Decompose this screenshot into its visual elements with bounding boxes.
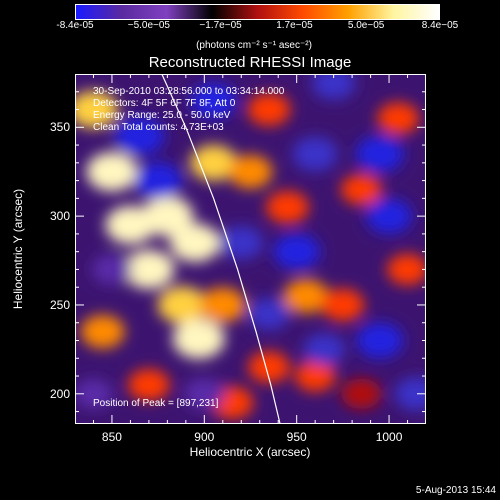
detectors-annotation: Detectors: 4F 5F 6F 7F 8F, Att 0 <box>93 98 236 109</box>
negative-blob <box>311 74 356 100</box>
solar-limb-curve <box>161 74 281 424</box>
negative-blob <box>134 162 183 199</box>
negative-blob <box>114 116 165 156</box>
y-tick-label: 250 <box>49 297 70 312</box>
colorbar-tick-label: 8.4e−05 <box>421 20 459 31</box>
negative-blob <box>355 135 404 173</box>
negative-blob <box>273 233 321 270</box>
peak-position-label: Position of Peak = [897,231] <box>93 398 219 409</box>
heatmap-svg <box>75 74 426 424</box>
colorbar-tick-label: −1.7e−05 <box>199 20 242 31</box>
date-stamp: 5-Aug-2013 15:44 <box>415 485 496 496</box>
x-tick-label: 1000 <box>375 430 403 444</box>
colorbar-tick-labels: -8.4e-05 −5.0e−05 −1.7e−05 1.7e−05 5.0e−05 8.… <box>0 20 500 36</box>
emission-blob <box>321 288 365 322</box>
y-tick-label: 350 <box>49 120 70 135</box>
colorbar-unit-label: (photons cm⁻² s⁻¹ asec⁻²) <box>196 40 312 51</box>
emission-blob <box>127 368 170 401</box>
emission-blob <box>228 154 273 189</box>
colorbar-tick-label: −5.0e−05 <box>127 20 170 31</box>
colorbar-tick-label: 1.7e−05 <box>276 20 313 31</box>
plot-frame <box>75 74 426 424</box>
clean-counts-annotation: Clean Total counts: 4.73E+03 <box>93 122 224 133</box>
emission-blob <box>123 249 175 290</box>
negative-blob <box>303 333 346 366</box>
emission-blob <box>377 102 420 135</box>
emission-blob <box>294 360 336 392</box>
emission-blob <box>172 318 225 359</box>
intensity-blobs <box>75 74 426 420</box>
emission-blob <box>341 378 382 409</box>
colorbar-tick-label: 5.0e−05 <box>347 20 385 31</box>
y-tick-label: 200 <box>49 386 70 401</box>
plot-area: 30-Sep-2010 03:28:56.000 to 03:34:14.000… <box>75 74 426 424</box>
x-axis-label: Heliocentric X (arcsec) <box>189 445 311 459</box>
emission-blob <box>387 253 426 286</box>
negative-blob <box>219 225 264 260</box>
emission-blob <box>170 223 221 262</box>
emission-blob <box>157 286 207 324</box>
y-tick-label: 300 <box>49 209 70 224</box>
negative-blob <box>183 378 225 410</box>
negative-blob <box>366 198 413 234</box>
y-axis-label: Heliocentric Y (arcsec) <box>11 188 25 310</box>
negative-blob <box>394 377 426 411</box>
emission-blob <box>247 351 290 384</box>
emission-blob <box>190 144 238 181</box>
energy-range-annotation: Energy Range: 25.0 - 50.0 keV <box>93 110 231 121</box>
colorbar-tick-label: -8.4e-05 <box>56 20 94 31</box>
emission-blob <box>340 173 382 206</box>
x-tick-label: 900 <box>194 430 215 444</box>
negative-blob <box>91 254 132 285</box>
emission-blob <box>80 314 125 349</box>
negative-blob <box>292 136 338 172</box>
emission-blob <box>141 196 194 237</box>
emission-blob <box>283 278 329 314</box>
x-tick-label: 850 <box>101 430 122 444</box>
colorbar <box>75 4 440 20</box>
chart-title: Reconstructed RHESSI Image <box>148 54 352 71</box>
negative-blob <box>247 297 290 330</box>
emission-blob <box>265 190 309 224</box>
negative-blob <box>190 83 237 119</box>
emission-blob <box>75 90 118 129</box>
emission-blob <box>86 152 138 192</box>
negative-blob <box>75 379 113 409</box>
time-range-annotation: 30-Sep-2010 03:28:56.000 to 03:34:14.000 <box>93 86 285 97</box>
emission-blob <box>199 287 246 323</box>
negative-blob <box>356 322 404 359</box>
axis-tick-marks <box>75 74 426 424</box>
x-tick-label: 950 <box>286 430 307 444</box>
emission-blob <box>247 93 291 126</box>
